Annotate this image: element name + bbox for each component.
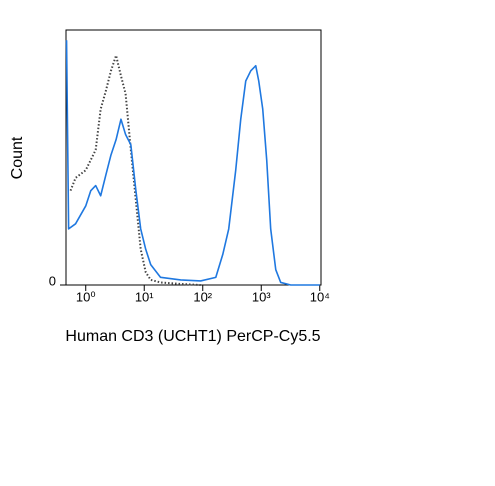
x-tick-label: 10³ [252, 289, 271, 304]
x-axis-label: Human CD3 (UCHT1) PerCP-Cy5.5 [65, 328, 320, 345]
x-tick-label: 10⁴ [310, 289, 330, 304]
x-tick-label: 10⁰ [76, 289, 96, 304]
x-tick-label: 10² [193, 289, 212, 304]
y-axis-label: Count [9, 136, 26, 179]
histogram-line [69, 54, 201, 286]
plot-frame [65, 29, 322, 286]
histogram-line [65, 40, 320, 286]
y-tick-label: 0 [49, 273, 56, 288]
x-tick-label: 10¹ [135, 289, 154, 304]
